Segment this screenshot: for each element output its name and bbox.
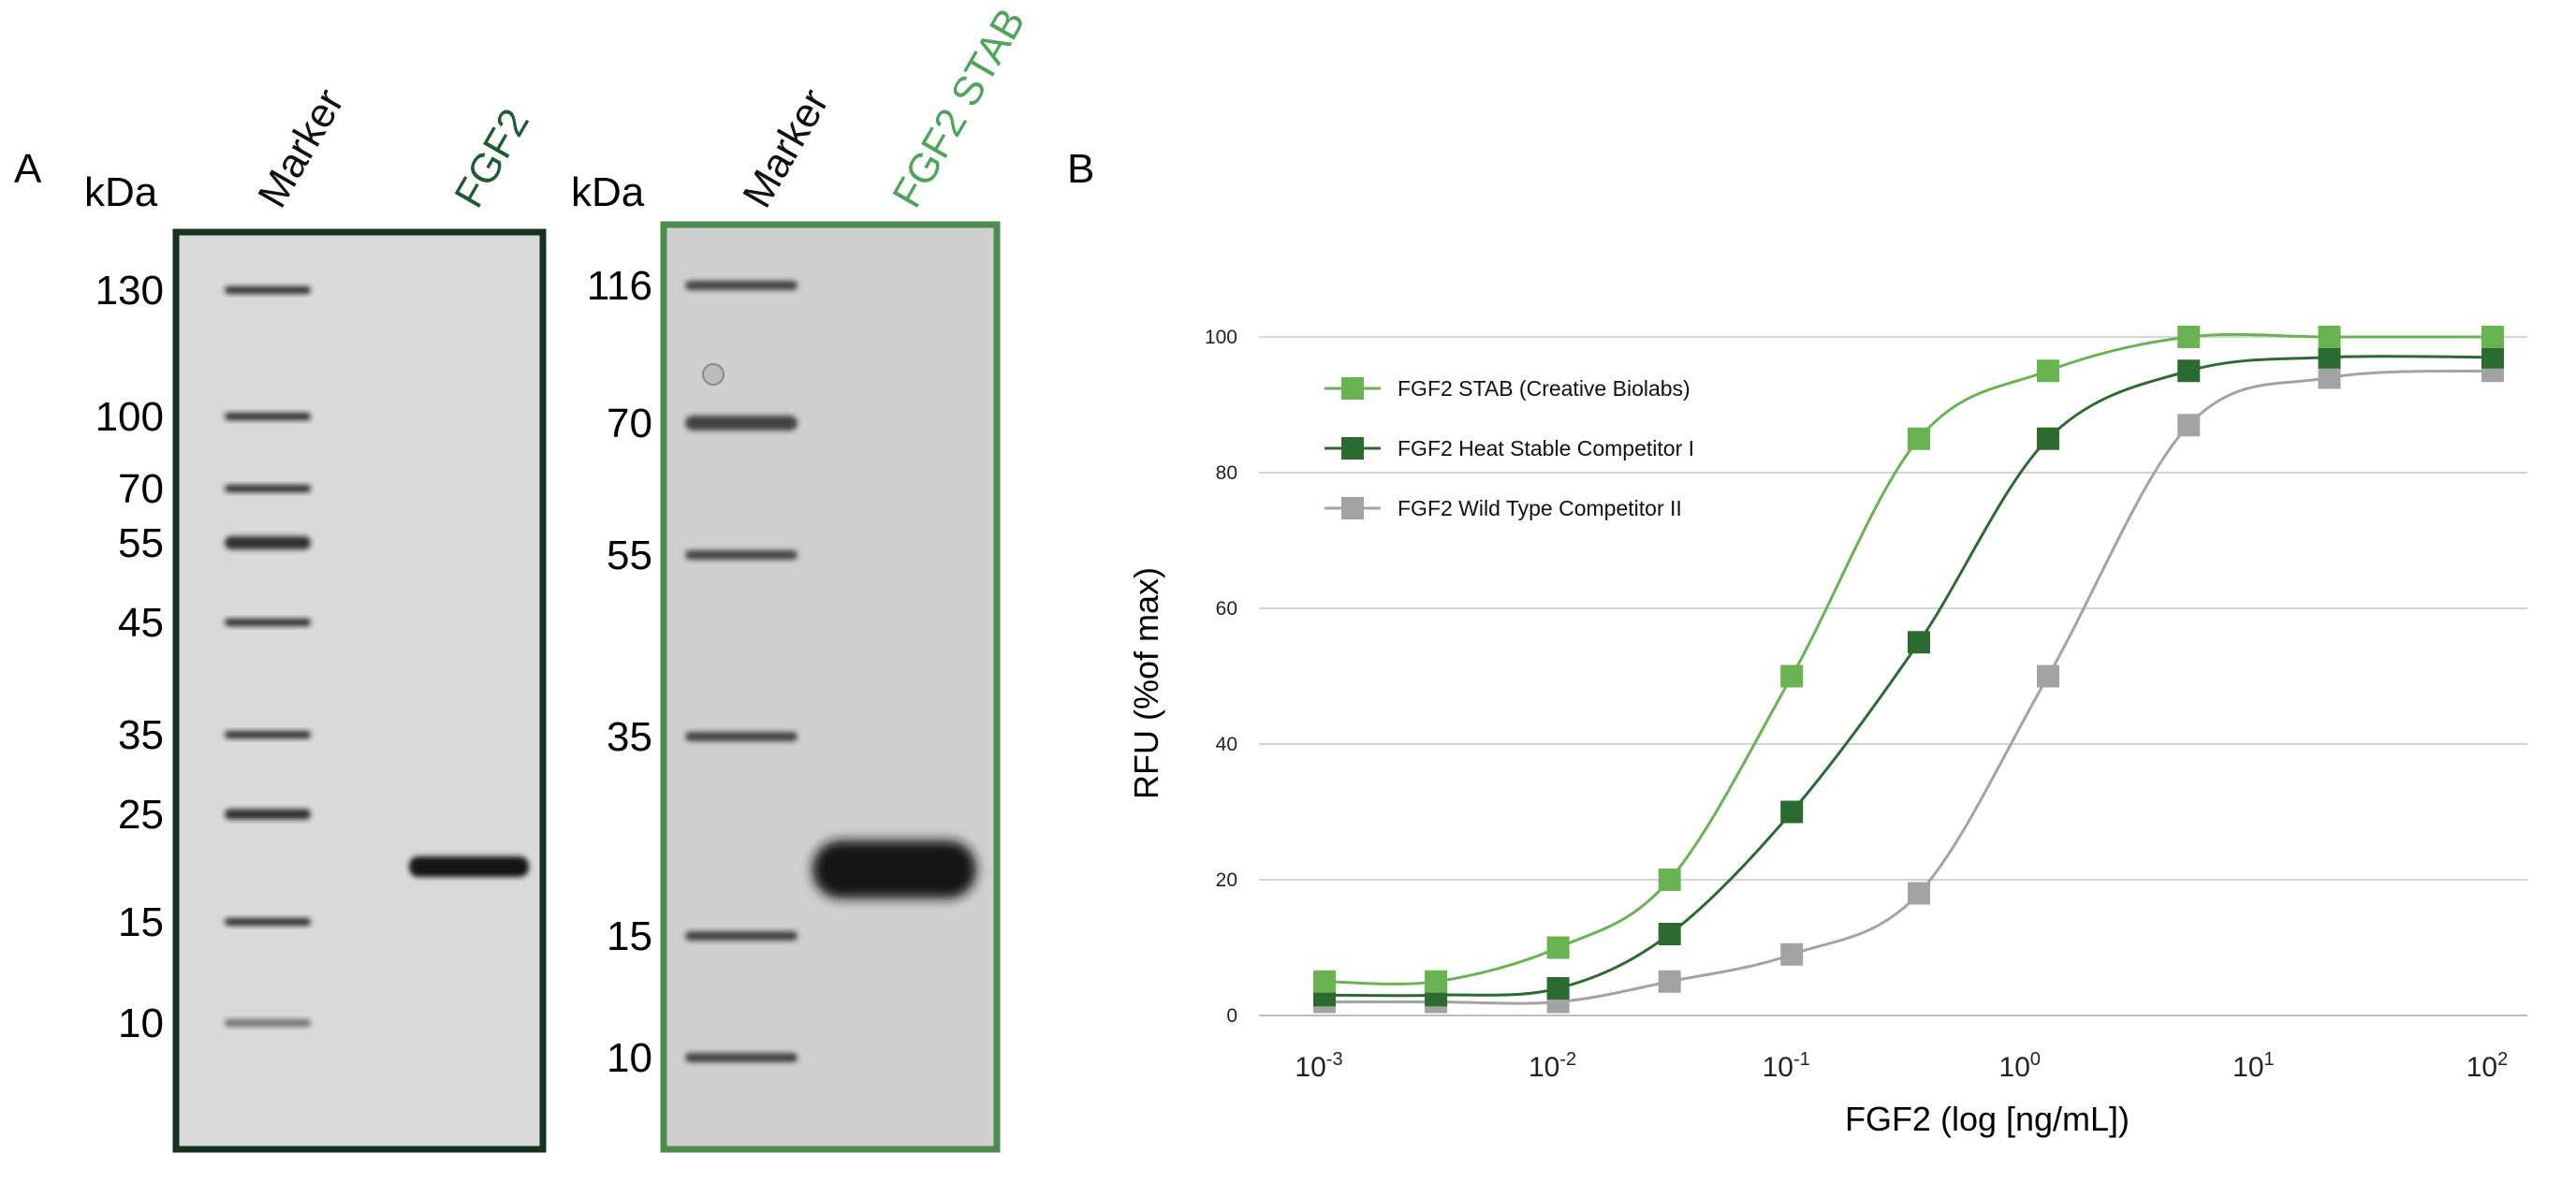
left-marker-label: 45 xyxy=(118,600,164,646)
right-marker-band xyxy=(685,550,798,560)
left-marker-label: 10 xyxy=(118,1000,164,1046)
series-point xyxy=(2036,427,2059,450)
right-marker-label: 116 xyxy=(587,263,652,309)
panel-b-label: B xyxy=(1067,146,1094,192)
right-fgf2-stab-band xyxy=(812,840,976,898)
left-gel-kda-label: kDa xyxy=(84,169,158,215)
left-marker-band xyxy=(225,1019,311,1027)
chart-legend: FGF2 STAB (Creative Biolabs) FGF2 Heat St… xyxy=(1325,376,1694,520)
series-line xyxy=(1324,355,2494,998)
series-point xyxy=(2036,359,2059,383)
right-gel-bands xyxy=(685,281,976,1062)
series-line xyxy=(1325,369,2494,1005)
series-point xyxy=(1907,427,1930,450)
series-point xyxy=(1780,800,1804,824)
chart-x-tick-label: 10-3 xyxy=(1295,1049,1342,1083)
series-point xyxy=(1658,869,1681,891)
left-marker-band xyxy=(225,286,311,294)
series-point xyxy=(2177,359,2201,383)
left-marker-band xyxy=(225,918,311,926)
chart-y-tick-label: 0 xyxy=(1226,1005,1237,1027)
right-marker-label: 10 xyxy=(607,1035,652,1081)
legend-swatch-marker xyxy=(1341,497,1364,519)
left-marker-label: 25 xyxy=(118,792,164,838)
chart-y-tick-labels: 0 20 40 60 80 100 xyxy=(1205,327,1237,1027)
chart-x-tick-labels: 10-3 10-2 10-1 100 101 102 xyxy=(1295,1049,2508,1083)
series-point xyxy=(1658,923,1681,945)
right-marker-label: 55 xyxy=(607,533,652,578)
right-gel-lane-label-fgf2-stab: FGF2 STAB xyxy=(884,1,1034,215)
left-marker-band xyxy=(225,413,311,420)
series-point xyxy=(1780,942,1804,966)
left-marker-label: 55 xyxy=(118,520,164,566)
left-marker-label: 130 xyxy=(95,268,164,314)
chart-x-tick-label: 10-1 xyxy=(1763,1049,1810,1083)
right-marker-band xyxy=(685,281,798,290)
chart-x-tick-label: 101 xyxy=(2232,1049,2275,1083)
left-marker-label: 100 xyxy=(95,394,164,440)
left-gel-lane-label-fgf2: FGF2 xyxy=(446,101,538,215)
legend-swatch-marker xyxy=(1341,377,1364,400)
series-point xyxy=(2177,326,2201,348)
series-point xyxy=(2318,366,2341,389)
chart-gridlines xyxy=(1259,336,2527,1016)
left-marker-band xyxy=(225,536,311,549)
series-point xyxy=(1907,631,1930,654)
left-marker-label: 35 xyxy=(118,712,164,758)
series-point xyxy=(2481,326,2504,348)
chart-y-tick-label: 60 xyxy=(1216,598,1237,620)
left-gel-frame xyxy=(172,228,547,1153)
left-marker-band xyxy=(225,809,311,820)
chart-x-tick-label: 102 xyxy=(2466,1049,2509,1083)
right-gel-lane-label-marker: Marker xyxy=(734,81,838,215)
series-point xyxy=(1313,970,1336,993)
left-marker-band xyxy=(225,731,311,738)
right-marker-label: 70 xyxy=(607,401,652,446)
left-marker-band xyxy=(225,485,311,492)
series-point xyxy=(2036,665,2059,688)
chart-y-tick-label: 20 xyxy=(1216,869,1237,891)
chart-x-tick-label: 10-2 xyxy=(1529,1049,1576,1083)
left-gel-marker-labels: 130 100 70 55 45 35 25 15 10 xyxy=(95,268,164,1046)
chart-x-axis-label: FGF2 (log [ng/mL]) xyxy=(1845,1100,2130,1138)
series-point xyxy=(2318,345,2341,369)
right-marker-band xyxy=(685,931,798,941)
left-fgf2-band xyxy=(409,856,529,877)
left-gel-lane-label-marker: Marker xyxy=(249,81,353,215)
gel-bubble-artifact xyxy=(702,363,724,386)
right-marker-band xyxy=(685,1053,798,1062)
series-point xyxy=(1546,936,1570,959)
left-marker-band xyxy=(225,619,311,626)
series-point xyxy=(2481,345,2504,369)
legend-label: FGF2 Wild Type Competitor II xyxy=(1398,496,1682,520)
right-gel-kda-label: kDa xyxy=(571,169,645,215)
series-line xyxy=(1324,332,2493,986)
legend-label: FGF2 STAB (Creative Biolabs) xyxy=(1398,376,1690,401)
right-marker-band xyxy=(685,732,798,741)
chart-y-tick-label: 100 xyxy=(1205,327,1237,348)
legend-swatch-marker xyxy=(1341,437,1364,460)
chart-y-tick-label: 40 xyxy=(1216,734,1237,755)
left-marker-label: 70 xyxy=(118,466,164,512)
right-marker-label: 15 xyxy=(607,913,652,959)
series-point xyxy=(1425,970,1448,993)
right-marker-label: 35 xyxy=(607,714,652,760)
right-marker-band xyxy=(685,416,798,431)
legend-label: FGF2 Heat Stable Competitor I xyxy=(1398,436,1694,460)
right-gel-marker-labels: 116 70 55 35 15 10 xyxy=(587,263,652,1081)
chart-y-axis-label: RFU (%of max) xyxy=(1127,567,1165,799)
series-point xyxy=(1907,882,1930,905)
left-marker-label: 15 xyxy=(118,899,164,945)
series-point xyxy=(1658,970,1681,993)
chart-x-tick-label: 100 xyxy=(1999,1049,2042,1083)
series-point xyxy=(2177,414,2201,437)
chart-y-tick-label: 80 xyxy=(1216,462,1237,484)
chart-series xyxy=(1313,326,2504,1014)
series-point xyxy=(2318,326,2341,348)
series-point xyxy=(1780,665,1804,688)
panel-a-label: A xyxy=(14,146,42,192)
series-point xyxy=(1546,977,1570,1000)
left-gel-bands xyxy=(225,286,529,1027)
